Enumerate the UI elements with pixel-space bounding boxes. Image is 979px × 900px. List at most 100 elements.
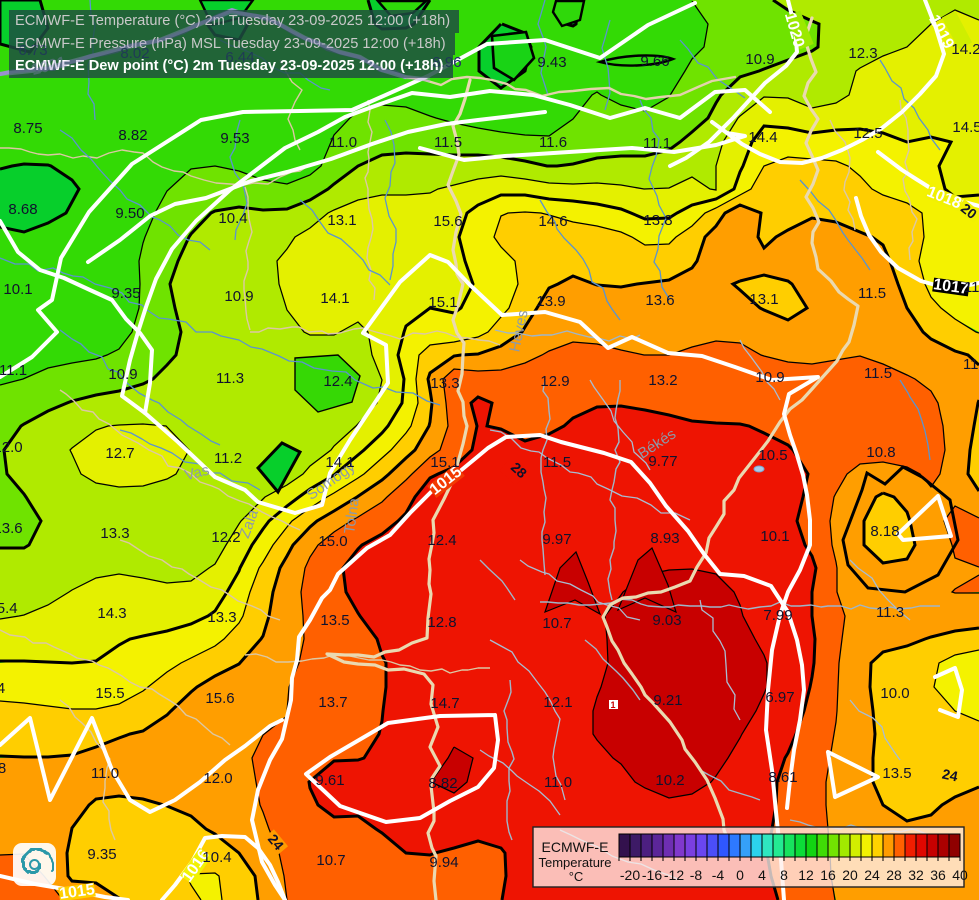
svg-text:12.0: 12.0 <box>203 770 232 787</box>
svg-text:11.0: 11.0 <box>329 134 357 151</box>
svg-text:14.1: 14.1 <box>320 290 349 307</box>
svg-text:11.2: 11.2 <box>214 450 242 467</box>
svg-text:13.6: 13.6 <box>0 520 23 537</box>
svg-text:12.3: 12.3 <box>848 45 877 62</box>
svg-text:13.3: 13.3 <box>430 375 459 392</box>
svg-text:11.3: 11.3 <box>216 370 244 387</box>
svg-text:9.97: 9.97 <box>542 531 571 548</box>
svg-text:9.35: 9.35 <box>87 846 116 863</box>
svg-text:16: 16 <box>820 867 836 883</box>
svg-text:14.5: 14.5 <box>952 119 979 136</box>
svg-text:12.5: 12.5 <box>853 125 882 142</box>
svg-text:10.2: 10.2 <box>655 772 684 789</box>
svg-text:12.7: 12.7 <box>105 445 134 462</box>
svg-text:15.6: 15.6 <box>205 690 234 707</box>
svg-text:9.03: 9.03 <box>652 612 681 629</box>
svg-text:28: 28 <box>886 867 902 883</box>
svg-text:11.5: 11.5 <box>858 285 886 302</box>
svg-text:8.18: 8.18 <box>870 523 899 540</box>
svg-text:11.6: 11.6 <box>539 134 567 151</box>
svg-text:11.5: 11.5 <box>963 356 979 373</box>
svg-text:11.1: 11.1 <box>0 362 27 379</box>
svg-text:8.68: 8.68 <box>8 201 37 218</box>
svg-text:24: 24 <box>941 766 960 785</box>
svg-text:11.0: 11.0 <box>91 765 119 782</box>
svg-text:14.6: 14.6 <box>538 213 567 230</box>
svg-text:10.7: 10.7 <box>316 852 345 869</box>
svg-text:6.97: 6.97 <box>765 689 794 706</box>
svg-text:10.9: 10.9 <box>745 51 774 68</box>
svg-text:13.1: 13.1 <box>327 212 356 229</box>
svg-text:24: 24 <box>864 867 880 883</box>
svg-text:1: 1 <box>610 700 615 710</box>
svg-text:9.53: 9.53 <box>220 130 249 147</box>
svg-text:ECMWF-E: ECMWF-E <box>542 839 609 855</box>
svg-text:-12: -12 <box>664 867 684 883</box>
svg-text:10.8: 10.8 <box>866 444 895 461</box>
svg-text:12.0: 12.0 <box>0 439 23 456</box>
svg-text:10.4: 10.4 <box>218 210 247 227</box>
svg-text:15.6: 15.6 <box>433 213 462 230</box>
svg-text:11.3: 11.3 <box>876 604 904 621</box>
svg-text:-20: -20 <box>620 867 640 883</box>
svg-text:8: 8 <box>780 867 788 883</box>
svg-text:8.61: 8.61 <box>768 769 797 786</box>
svg-text:13.3: 13.3 <box>207 609 236 626</box>
svg-text:13.1: 13.1 <box>749 291 778 308</box>
svg-text:9.21: 9.21 <box>653 692 682 709</box>
svg-text:12.8: 12.8 <box>427 614 456 631</box>
svg-text:15.4: 15.4 <box>0 600 18 617</box>
svg-text:11.5: 11.5 <box>434 134 462 151</box>
svg-text:8.75: 8.75 <box>13 120 42 137</box>
svg-text:13.9: 13.9 <box>536 293 565 310</box>
svg-text:8.93: 8.93 <box>650 530 679 547</box>
svg-text:8.82: 8.82 <box>428 775 457 792</box>
svg-text:9.50: 9.50 <box>115 205 144 222</box>
svg-text:12: 12 <box>798 867 814 883</box>
svg-text:10.9: 10.9 <box>224 288 253 305</box>
svg-text:11.1: 11.1 <box>643 135 671 152</box>
svg-text:9.66: 9.66 <box>640 53 669 70</box>
svg-text:10.1: 10.1 <box>760 528 789 545</box>
svg-text:1015: 1015 <box>58 881 96 900</box>
svg-text:10.0: 10.0 <box>880 685 909 702</box>
svg-text:9.35: 9.35 <box>111 285 140 302</box>
svg-text:Vas: Vas <box>183 462 211 485</box>
svg-text:12.4: 12.4 <box>427 532 456 549</box>
svg-text:15.5: 15.5 <box>95 685 124 702</box>
svg-text:14.7: 14.7 <box>430 695 459 712</box>
svg-text:13.5: 13.5 <box>320 612 349 629</box>
svg-text:7.99: 7.99 <box>763 607 792 624</box>
svg-text:11.5: 11.5 <box>543 454 571 471</box>
svg-text:10.4: 10.4 <box>202 849 231 866</box>
svg-text:10.5: 10.5 <box>758 447 787 464</box>
svg-text:°C: °C <box>569 869 584 884</box>
svg-text:15.0: 15.0 <box>318 533 347 550</box>
svg-text:4: 4 <box>758 867 766 883</box>
svg-text:9.43: 9.43 <box>537 54 566 71</box>
svg-text:10.9: 10.9 <box>755 369 784 386</box>
svg-text:13.7: 13.7 <box>318 694 347 711</box>
svg-text:1017: 1017 <box>932 276 970 298</box>
svg-text:Tolna: Tolna <box>341 496 363 535</box>
svg-text:8: 8 <box>0 760 6 777</box>
svg-text:8.82: 8.82 <box>118 127 147 144</box>
svg-text:-8: -8 <box>690 867 703 883</box>
svg-text:Temperature: Temperature <box>539 855 612 870</box>
svg-text:32: 32 <box>908 867 924 883</box>
svg-text:10.7: 10.7 <box>542 615 571 632</box>
svg-text:13.2: 13.2 <box>648 372 677 389</box>
svg-text:9.94: 9.94 <box>429 854 458 871</box>
svg-text:4: 4 <box>0 680 5 697</box>
svg-text:14.1: 14.1 <box>325 454 354 471</box>
svg-text:11.5: 11.5 <box>964 279 979 296</box>
svg-text:9.61: 9.61 <box>315 772 344 789</box>
svg-text:12.2: 12.2 <box>211 529 240 546</box>
svg-text:13.3: 13.3 <box>100 525 129 542</box>
svg-text:14.4: 14.4 <box>748 129 777 146</box>
svg-text:14.3: 14.3 <box>97 605 126 622</box>
svg-text:15.1: 15.1 <box>428 294 457 311</box>
svg-text:15.1: 15.1 <box>430 454 459 471</box>
svg-text:10.9: 10.9 <box>108 366 137 383</box>
svg-text:11.0: 11.0 <box>544 774 572 791</box>
